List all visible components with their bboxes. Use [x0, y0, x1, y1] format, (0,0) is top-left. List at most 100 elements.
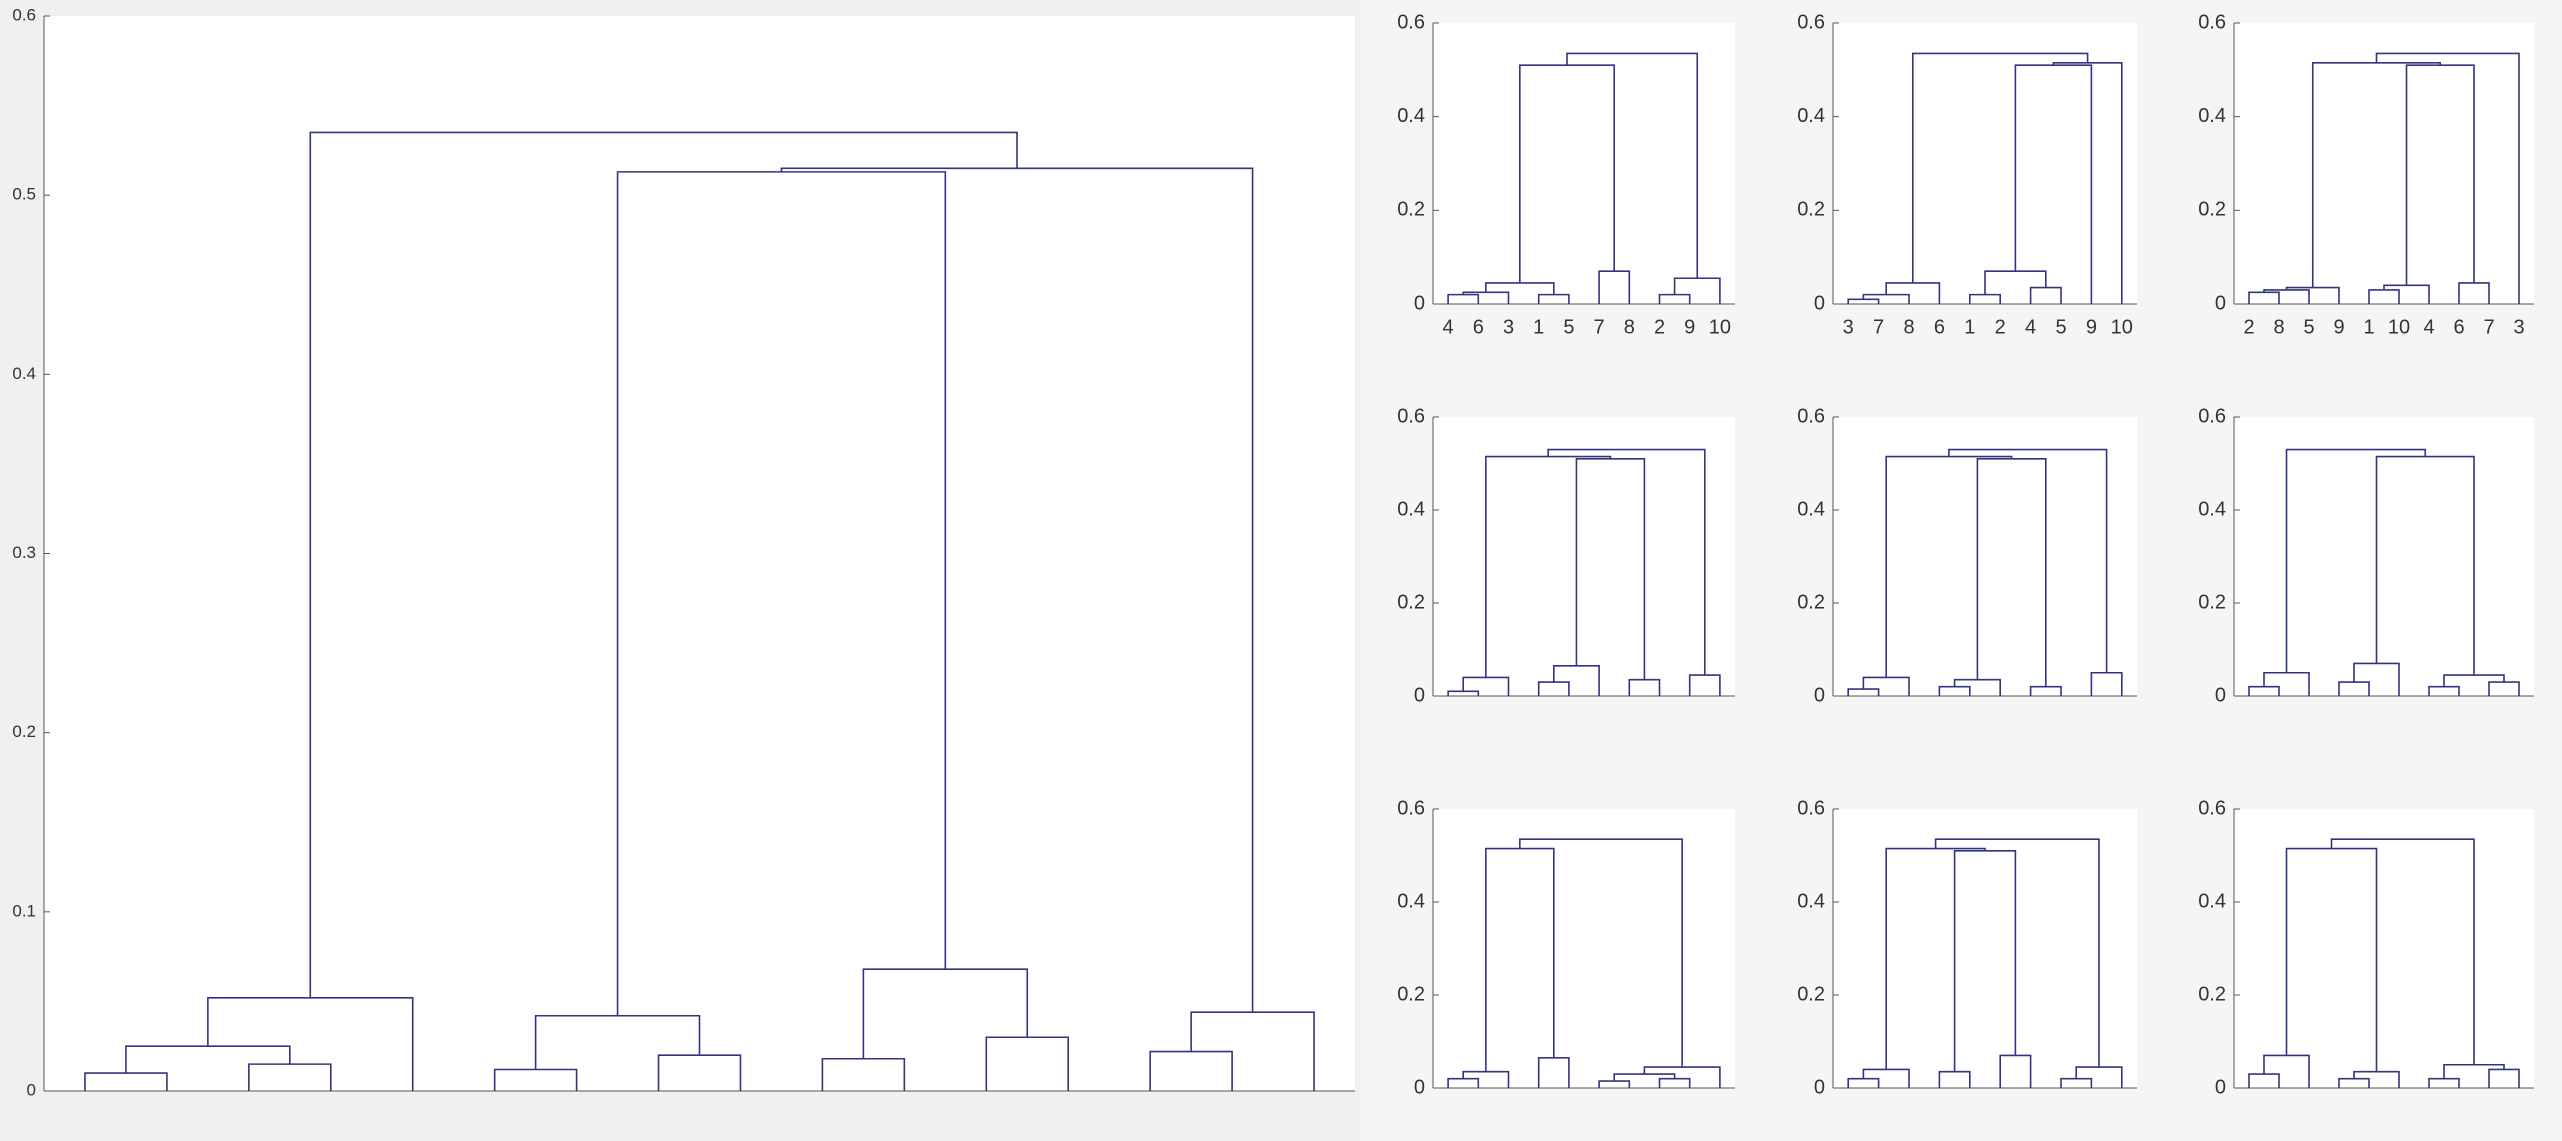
y-tick-label: 0.6 — [1397, 405, 1425, 427]
y-tick-label: 0 — [1814, 684, 1825, 706]
dendrogram-link — [1673, 277, 1721, 304]
dendrogram-link — [1598, 1080, 1631, 1088]
y-tick-label: 0.6 — [1797, 11, 1825, 33]
dendrogram-link — [2248, 291, 2280, 304]
dendrogram-link — [125, 1045, 291, 1074]
leaf-label: 5 — [1563, 316, 1574, 338]
y-tick-label: 0.4 — [1797, 498, 1825, 520]
dendrogram-link — [248, 1063, 332, 1091]
y-tick-label: 0.2 — [1797, 983, 1825, 1005]
y-tick-label: 0.2 — [2198, 591, 2226, 613]
y-tick-label: 0.6 — [1397, 11, 1425, 33]
y-tick-label: 0 — [1814, 292, 1825, 314]
dendrogram-link — [309, 131, 1018, 998]
y-tick-label: 0.3 — [12, 543, 36, 562]
y-tick-label: 0 — [1814, 1076, 1825, 1098]
leaf-label: 2 — [1654, 316, 1665, 338]
y-tick-label: 0 — [1414, 684, 1425, 706]
y-tick-label: 0.2 — [2198, 199, 2226, 221]
y-tick-label: 0.4 — [1797, 105, 1825, 127]
leaf-label: 3 — [2513, 316, 2524, 338]
leaf-label: 5 — [2055, 316, 2066, 338]
leaf-label: 9 — [2086, 316, 2097, 338]
dendrogram-link — [1598, 270, 1631, 304]
leaf-label: 9 — [1684, 316, 1695, 338]
y-tick-label: 0.4 — [1797, 890, 1825, 912]
axes-bg — [1433, 23, 1735, 304]
axes-bg — [1833, 809, 2137, 1088]
leaf-label: 3 — [1843, 316, 1854, 338]
y-tick-label: 0.2 — [1797, 199, 1825, 221]
y-tick-label: 0.2 — [1397, 199, 1425, 221]
leaf-label: 8 — [1624, 316, 1635, 338]
y-tick-label: 0.6 — [2198, 405, 2226, 427]
y-tick-label: 0.2 — [1397, 591, 1425, 613]
leaf-label: 7 — [1873, 316, 1884, 338]
y-tick-label: 0.2 — [2198, 983, 2226, 1005]
axes-bg — [2234, 809, 2534, 1088]
dendrogram-link — [1547, 448, 1706, 676]
dendrogram-link — [657, 1054, 742, 1091]
dendrogram-link — [1462, 291, 1510, 304]
y-tick-label: 0.6 — [2198, 11, 2226, 33]
dendrogram-link — [1566, 52, 1699, 279]
leaf-label: 8 — [2273, 316, 2284, 338]
y-tick-label: 0.2 — [12, 722, 36, 741]
y-tick-label: 0.6 — [2198, 797, 2226, 819]
y-tick-label: 0.4 — [2198, 890, 2226, 912]
dendrogram-link — [1934, 838, 2100, 1068]
dendrogram-link — [2375, 52, 2520, 304]
y-tick-label: 0 — [2215, 292, 2226, 314]
dendrogram-link — [1984, 270, 2047, 295]
leaf-label: 10 — [2111, 316, 2133, 338]
leaf-label: 4 — [2025, 316, 2036, 338]
leaf-label: 4 — [1443, 316, 1454, 338]
dendrogram-link — [2285, 448, 2427, 673]
y-tick-label: 0.6 — [1797, 405, 1825, 427]
leaf-label: 10 — [1709, 316, 1731, 338]
leaf-label: 6 — [1934, 316, 1945, 338]
y-tick-label: 0 — [2215, 684, 2226, 706]
y-tick-label: 0.2 — [1797, 591, 1825, 613]
leaf-label: 9 — [2333, 316, 2344, 338]
y-tick-label: 0.4 — [12, 364, 36, 383]
axes-bg — [44, 16, 1355, 1091]
axes-bg — [1833, 23, 2137, 304]
dendrogram-link — [1190, 1011, 1315, 1091]
leaf-label: 2 — [1995, 316, 2006, 338]
leaf-label: 7 — [2483, 316, 2494, 338]
y-tick-label: 0 — [2215, 1076, 2226, 1098]
y-tick-label: 0.1 — [12, 901, 36, 920]
dendrogram-link — [780, 167, 1254, 1013]
dendrogram-link — [2383, 284, 2430, 304]
y-tick-label: 0.4 — [1397, 890, 1425, 912]
leaf-label: 6 — [2453, 316, 2464, 338]
y-tick-label: 0.6 — [1797, 797, 1825, 819]
axes-bg — [2234, 23, 2534, 304]
leaf-label: 8 — [1903, 316, 1914, 338]
leaf-label: 1 — [1964, 316, 1975, 338]
dendrogram-link — [1519, 838, 1683, 1068]
leaf-label: 6 — [1473, 316, 1484, 338]
y-tick-label: 0 — [1414, 1076, 1425, 1098]
y-tick-label: 0.6 — [12, 5, 36, 24]
dendrogram-link — [1948, 448, 2108, 673]
y-tick-label: 0.2 — [1397, 983, 1425, 1005]
y-tick-label: 0.5 — [12, 185, 36, 204]
y-tick-label: 0 — [1414, 292, 1425, 314]
leaf-label: 1 — [1533, 316, 1544, 338]
dendrogram-link — [1912, 52, 2089, 283]
leaf-label: 5 — [2303, 316, 2314, 338]
axes-bg — [2234, 417, 2534, 696]
y-tick-label: 0.4 — [1397, 105, 1425, 127]
y-tick-label: 0 — [27, 1080, 36, 1099]
leaf-label: 7 — [1594, 316, 1605, 338]
y-tick-label: 0.4 — [2198, 498, 2226, 520]
y-tick-label: 0.4 — [1397, 498, 1425, 520]
y-tick-label: 0.4 — [2198, 105, 2226, 127]
dendrogram-link — [1847, 298, 1880, 304]
y-tick-label: 0.6 — [1397, 797, 1425, 819]
dendrogram-link — [862, 968, 1029, 1059]
